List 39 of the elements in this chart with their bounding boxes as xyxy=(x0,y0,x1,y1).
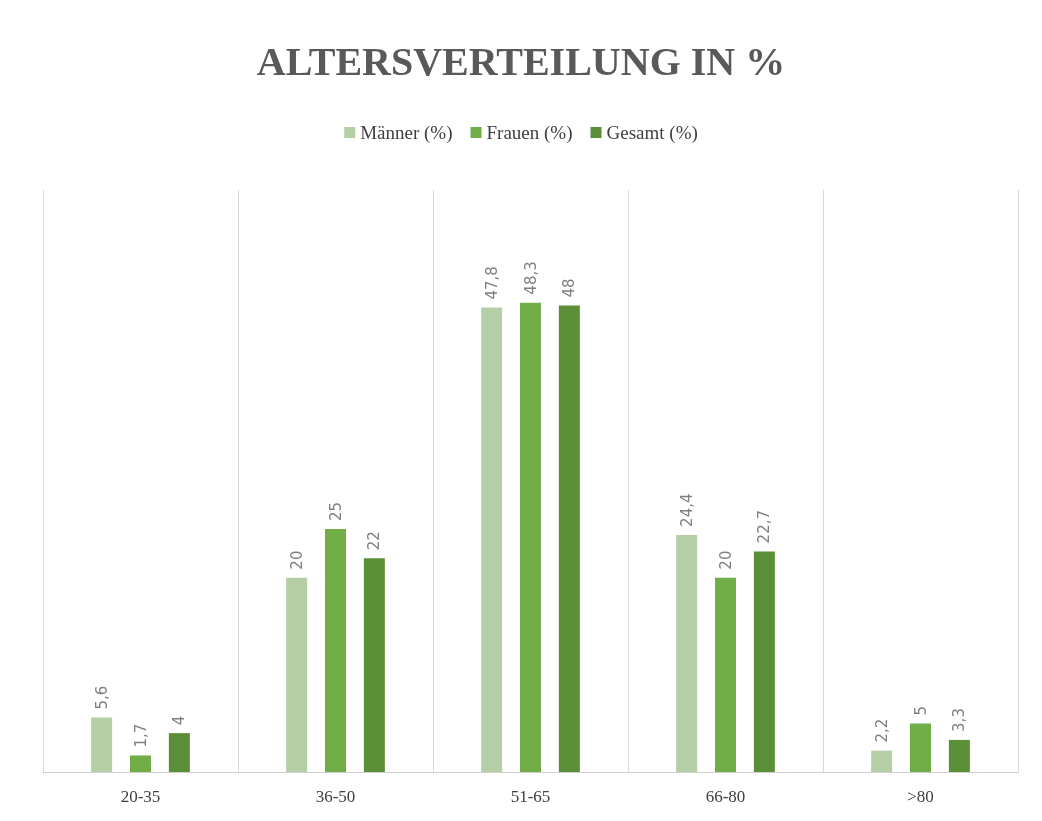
data-label: 1,7 xyxy=(131,723,150,748)
data-label: 48,3 xyxy=(521,261,540,295)
data-label: 2,2 xyxy=(872,718,891,743)
x-tick-label: 36-50 xyxy=(315,787,356,806)
x-tick-label: 51-65 xyxy=(510,787,551,806)
legend-label: Gesamt (%) xyxy=(606,122,698,144)
bar xyxy=(715,577,736,772)
x-tick-label: >80 xyxy=(907,787,934,806)
data-label: 25 xyxy=(326,501,345,522)
data-label: 24,4 xyxy=(677,493,696,527)
data-label: 48 xyxy=(560,278,579,298)
x-tick-label: 66-80 xyxy=(705,787,746,806)
data-label: 20 xyxy=(287,550,306,570)
x-tick-label: 20-35 xyxy=(120,787,161,806)
bar xyxy=(130,755,151,772)
data-label: 4 xyxy=(170,715,189,726)
data-label: 3,3 xyxy=(950,708,969,732)
bar xyxy=(286,577,308,772)
data-label: 5 xyxy=(911,705,930,716)
bar xyxy=(910,723,931,772)
bar xyxy=(948,739,970,772)
bar xyxy=(325,529,346,772)
bar xyxy=(520,302,541,772)
bar xyxy=(753,551,775,772)
bar xyxy=(363,558,385,772)
bar xyxy=(871,750,893,772)
legend-label: Männer (%) xyxy=(360,122,453,144)
chart-title: ALTERSVERTEILUNG IN % xyxy=(256,38,786,84)
legend-label: Frauen (%) xyxy=(486,122,573,144)
bar xyxy=(481,307,503,772)
bar xyxy=(168,733,190,772)
data-label: 22 xyxy=(365,531,384,551)
data-label: 20 xyxy=(716,550,735,570)
bar xyxy=(558,305,580,772)
data-label: 5,6 xyxy=(92,685,111,710)
bar xyxy=(676,534,698,772)
data-label: 22,7 xyxy=(755,510,774,544)
bar xyxy=(91,717,113,772)
data-label: 47,8 xyxy=(482,266,501,300)
